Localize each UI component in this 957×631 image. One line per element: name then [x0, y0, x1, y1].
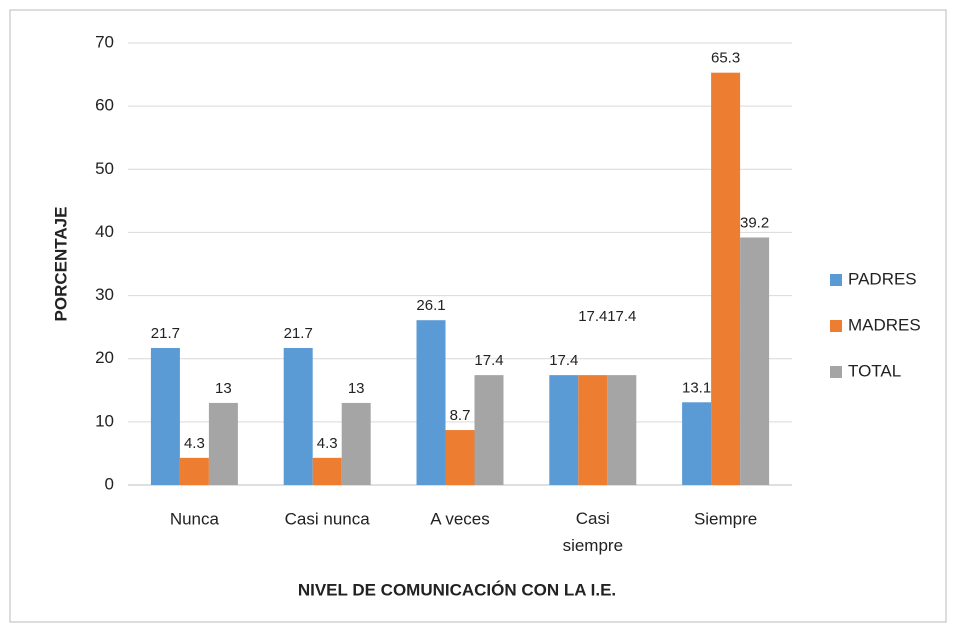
value-label: 39.2: [740, 214, 769, 231]
x-tick-label: A veces: [430, 509, 490, 528]
y-axis-title: PORCENTAJE: [51, 207, 70, 322]
y-tick-label: 70: [95, 32, 114, 51]
bar: [474, 375, 504, 485]
legend-swatch: [830, 366, 842, 378]
y-tick-label: 30: [95, 285, 114, 304]
x-tick-label: Casi siempre: [563, 509, 623, 555]
value-label: 17.4: [474, 352, 503, 369]
value-label: 17.4: [607, 308, 636, 325]
value-label: 21.7: [151, 325, 180, 342]
y-tick-label: 10: [95, 411, 114, 430]
value-label: 4.3: [317, 435, 338, 452]
x-tick-label: Nunca: [170, 509, 220, 528]
bar: [416, 320, 446, 485]
bar: [179, 457, 209, 485]
y-tick-label: 20: [95, 348, 114, 367]
bar: [312, 457, 342, 485]
bar: [711, 72, 741, 486]
bar: [283, 347, 313, 485]
bar: [150, 347, 180, 485]
bar: [682, 402, 712, 485]
value-label: 17.4: [578, 308, 607, 325]
y-tick-label: 0: [105, 474, 114, 493]
chart-frame: [9, 9, 947, 623]
value-label: 13: [215, 380, 232, 397]
y-tick-label: 40: [95, 222, 114, 241]
y-tick-label: 50: [95, 159, 114, 178]
bar: [208, 402, 238, 485]
value-label: 8.7: [450, 407, 471, 424]
bar: [341, 402, 371, 485]
value-label: 4.3: [184, 435, 205, 452]
value-label: 21.7: [284, 325, 313, 342]
value-label: 17.4: [549, 352, 578, 369]
x-tick-label: Casi nunca: [285, 509, 371, 528]
bar: [578, 375, 608, 485]
bar: [549, 375, 579, 485]
bar: [740, 237, 770, 485]
bar: [607, 375, 637, 485]
legend-label: TOTAL: [848, 361, 901, 380]
x-axis-title: NIVEL DE COMUNICACIÓN CON LA I.E.: [298, 580, 616, 599]
value-label: 13: [348, 380, 365, 397]
value-label: 13.1: [682, 379, 711, 396]
bar: [445, 430, 475, 485]
legend-label: MADRES: [848, 315, 921, 334]
legend-label: PADRES: [848, 269, 917, 288]
x-tick-label: Siempre: [694, 509, 757, 528]
legend-swatch: [830, 320, 842, 332]
value-label: 65.3: [711, 50, 740, 67]
value-label: 26.1: [416, 297, 445, 314]
y-tick-label: 60: [95, 96, 114, 115]
legend-swatch: [830, 274, 842, 286]
